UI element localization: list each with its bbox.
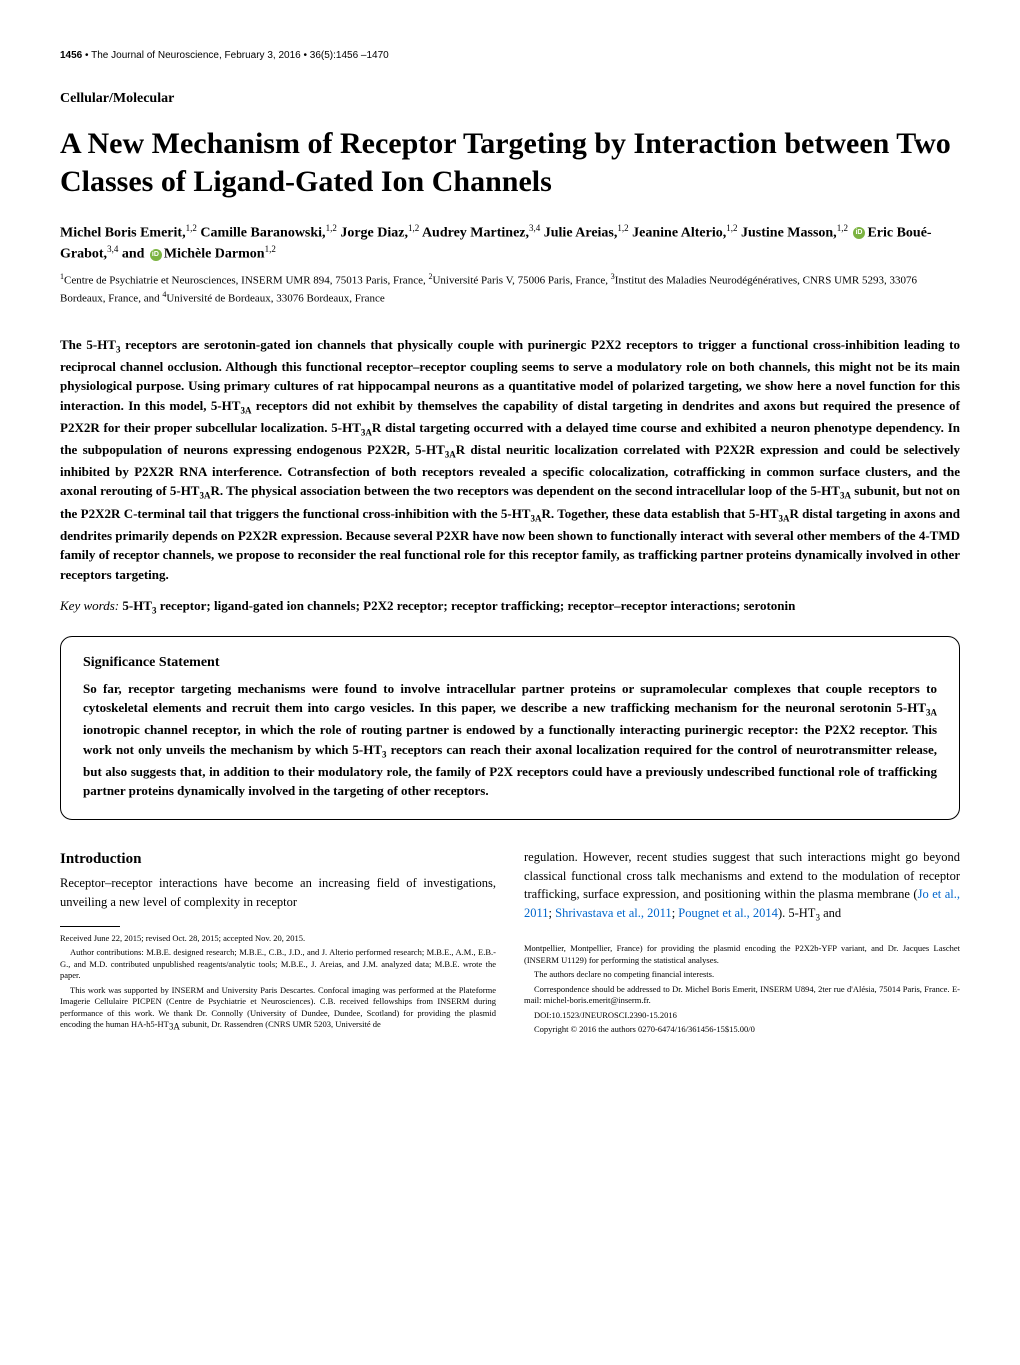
- footnote-rule: [60, 926, 120, 927]
- affiliations: 1Centre de Psychiatrie et Neurosciences,…: [60, 271, 960, 307]
- keywords: Key words: 5-HT3 receptor; ligand-gated …: [60, 598, 960, 616]
- footnotes-left: Received June 22, 2015; revised Oct. 28,…: [60, 933, 496, 1033]
- significance-title: Significance Statement: [83, 655, 937, 671]
- footnote-line: Montpellier, Montpellier, France) for pr…: [524, 943, 960, 966]
- authors-list: Michel Boris Emerit,1,2 Camille Baranows…: [60, 222, 960, 265]
- section-label: Cellular/Molecular: [60, 91, 960, 107]
- footnote-line: Received June 22, 2015; revised Oct. 28,…: [60, 933, 496, 944]
- intro-text-right: regulation. However, recent studies sugg…: [524, 848, 960, 925]
- orcid-icon: [150, 249, 162, 261]
- left-column: Introduction Receptor–receptor interacti…: [60, 848, 496, 1039]
- abstract-text: The 5-HT3 receptors are serotonin-gated …: [60, 335, 960, 585]
- keywords-content: 5-HT3 receptor; ligand-gated ion channel…: [122, 598, 795, 613]
- intro-columns: Introduction Receptor–receptor interacti…: [60, 848, 960, 1039]
- footnote-line: DOI:10.1523/JNEUROSCI.2390-15.2016: [524, 1010, 960, 1021]
- intro-heading: Introduction: [60, 848, 496, 871]
- running-header: 1456 • The Journal of Neuroscience, Febr…: [60, 50, 960, 61]
- footnotes-right: Montpellier, Montpellier, France) for pr…: [524, 943, 960, 1035]
- footnote-line: Copyright © 2016 the authors 0270-6474/1…: [524, 1024, 960, 1035]
- article-title: A New Mechanism of Receptor Targeting by…: [60, 125, 960, 200]
- journal-name: The Journal of Neuroscience, February 3,…: [91, 50, 301, 61]
- volume-info: 36(5):1456 –1470: [310, 50, 389, 61]
- right-column: regulation. However, recent studies sugg…: [524, 848, 960, 1039]
- keywords-label: Key words:: [60, 598, 119, 613]
- footnote-line: The authors declare no competing financi…: [524, 969, 960, 980]
- intro-text-left: Receptor–receptor interactions have beco…: [60, 874, 496, 912]
- significance-box: Significance Statement So far, receptor …: [60, 636, 960, 820]
- footnote-line: This work was supported by INSERM and Un…: [60, 985, 496, 1033]
- footnote-line: Author contributions: M.B.E. designed re…: [60, 947, 496, 981]
- orcid-icon: [853, 227, 865, 239]
- significance-text: So far, receptor targeting mechanisms we…: [83, 679, 937, 801]
- page-number: 1456: [60, 50, 82, 61]
- footnote-line: Correspondence should be addressed to Dr…: [524, 984, 960, 1007]
